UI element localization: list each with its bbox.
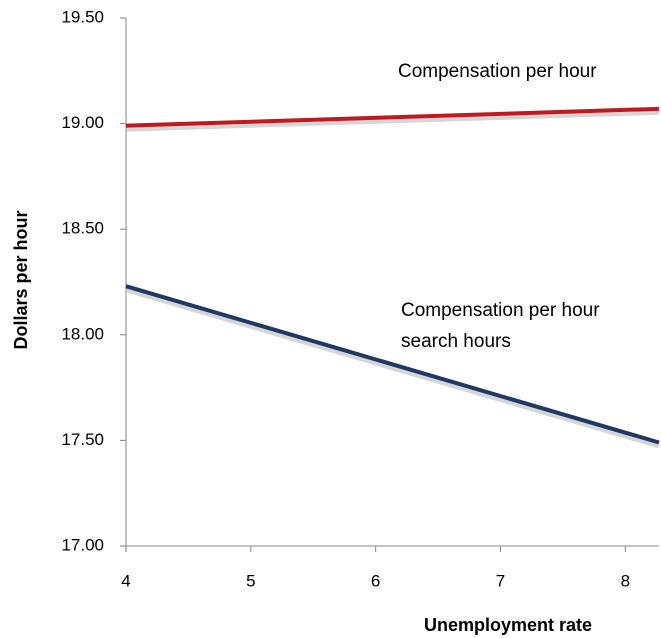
y-tick-label: 19.50 — [61, 7, 104, 26]
annotation: Compensation per hour — [401, 300, 600, 321]
y-tick-label: 19.00 — [61, 113, 104, 132]
y-tick-label: 18.00 — [61, 324, 104, 343]
x-axis-label: Unemployment rate — [424, 615, 592, 635]
y-tick-label: 17.50 — [61, 430, 104, 449]
line — [125, 284, 660, 445]
x-tick-label: 4 — [121, 571, 130, 590]
x-tick-label: 5 — [246, 571, 255, 590]
y-axis-label: Dollars per hour — [11, 210, 31, 349]
line-shadow — [125, 288, 660, 449]
line-shadow — [125, 110, 660, 132]
annotation: Compensation per hour — [398, 61, 597, 82]
y-tick-label: 18.50 — [61, 219, 104, 238]
x-tick-label: 8 — [621, 571, 630, 590]
line — [125, 106, 660, 128]
annotation: search hours — [401, 331, 511, 352]
y-tick-label: 17.00 — [61, 535, 104, 554]
x-tick-label: 6 — [371, 571, 380, 590]
x-tick-label: 7 — [496, 571, 505, 590]
